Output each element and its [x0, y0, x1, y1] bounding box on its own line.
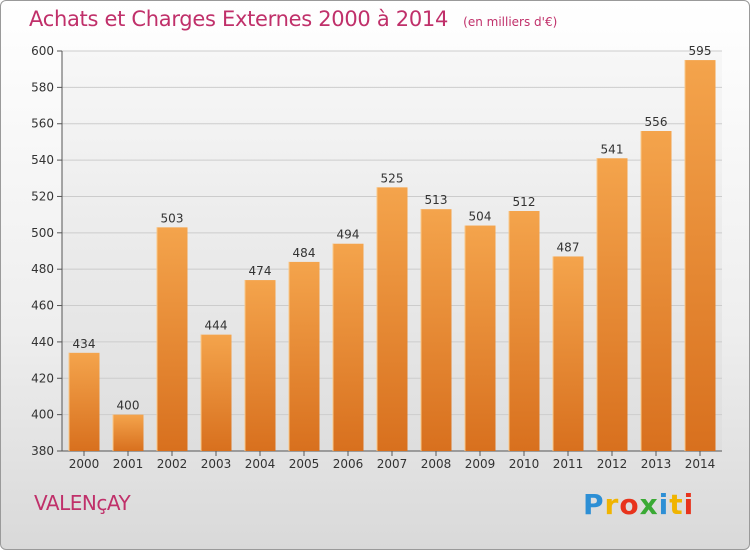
logo-letter: o: [619, 488, 640, 521]
logo-letter: i: [658, 488, 670, 521]
x-tick-label: 2005: [289, 457, 320, 471]
data-label: 541: [601, 142, 624, 156]
y-tick-label: 600: [31, 44, 54, 58]
data-label: 512: [513, 195, 536, 209]
bar: [244, 280, 276, 451]
place-name: VALENçAY: [34, 491, 131, 515]
x-tick-label: 2013: [641, 457, 672, 471]
y-tick-label: 420: [31, 371, 54, 385]
y-tick-label: 580: [31, 80, 54, 94]
data-label: 556: [645, 115, 668, 129]
bar: [288, 261, 320, 451]
bar: [420, 209, 452, 451]
logo-letter: x: [639, 488, 659, 521]
x-tick-label: 2001: [113, 457, 144, 471]
y-tick-label: 380: [31, 444, 54, 458]
logo-letter: i: [683, 488, 695, 521]
logo-letter: P: [583, 488, 605, 521]
x-tick-label: 2002: [157, 457, 188, 471]
x-tick-label: 2010: [509, 457, 540, 471]
data-label: 525: [381, 171, 404, 185]
bar: [508, 211, 540, 451]
data-label: 484: [293, 246, 316, 260]
y-tick-label: 440: [31, 335, 54, 349]
data-label: 434: [73, 337, 96, 351]
bar: [552, 256, 584, 451]
x-tick-label: 2004: [245, 457, 276, 471]
y-tick-label: 520: [31, 189, 54, 203]
x-tick-label: 2000: [69, 457, 100, 471]
y-tick-label: 400: [31, 408, 54, 422]
x-tick-label: 2012: [597, 457, 628, 471]
chart-title-row: Achats et Charges Externes 2000 à 2014 (…: [29, 7, 557, 31]
data-label: 400: [117, 399, 140, 413]
y-tick-label: 500: [31, 226, 54, 240]
data-label: 494: [337, 228, 360, 242]
data-label: 444: [205, 319, 228, 333]
bar: [684, 60, 716, 451]
y-tick-label: 460: [31, 299, 54, 313]
bar: [156, 227, 188, 451]
logo-letter: t: [669, 488, 684, 521]
x-tick-label: 2014: [685, 457, 716, 471]
data-label: 487: [557, 240, 580, 254]
bar: [464, 225, 496, 451]
bar: [200, 334, 232, 451]
proxiti-logo: Proxiti: [583, 488, 694, 521]
x-tick-label: 2009: [465, 457, 496, 471]
data-label: 474: [249, 264, 272, 278]
bar: [332, 243, 364, 451]
chart-subtitle: (en milliers d'€): [463, 15, 558, 29]
x-tick-label: 2011: [553, 457, 584, 471]
data-label: 503: [161, 211, 184, 225]
bar: [376, 187, 408, 451]
y-tick-label: 540: [31, 153, 54, 167]
y-tick-label: 560: [31, 117, 54, 131]
data-label: 513: [425, 193, 448, 207]
logo-letter: r: [604, 488, 620, 521]
y-tick-label: 480: [31, 262, 54, 276]
x-tick-label: 2003: [201, 457, 232, 471]
bar: [596, 158, 628, 452]
x-tick-label: 2008: [421, 457, 452, 471]
bar: [68, 352, 100, 451]
bar: [640, 131, 672, 451]
x-tick-label: 2007: [377, 457, 408, 471]
chart-title: Achats et Charges Externes 2000 à 2014: [29, 7, 449, 31]
x-tick-label: 2006: [333, 457, 364, 471]
bar: [112, 414, 144, 451]
data-label: 504: [469, 210, 492, 224]
data-label: 595: [689, 44, 712, 58]
